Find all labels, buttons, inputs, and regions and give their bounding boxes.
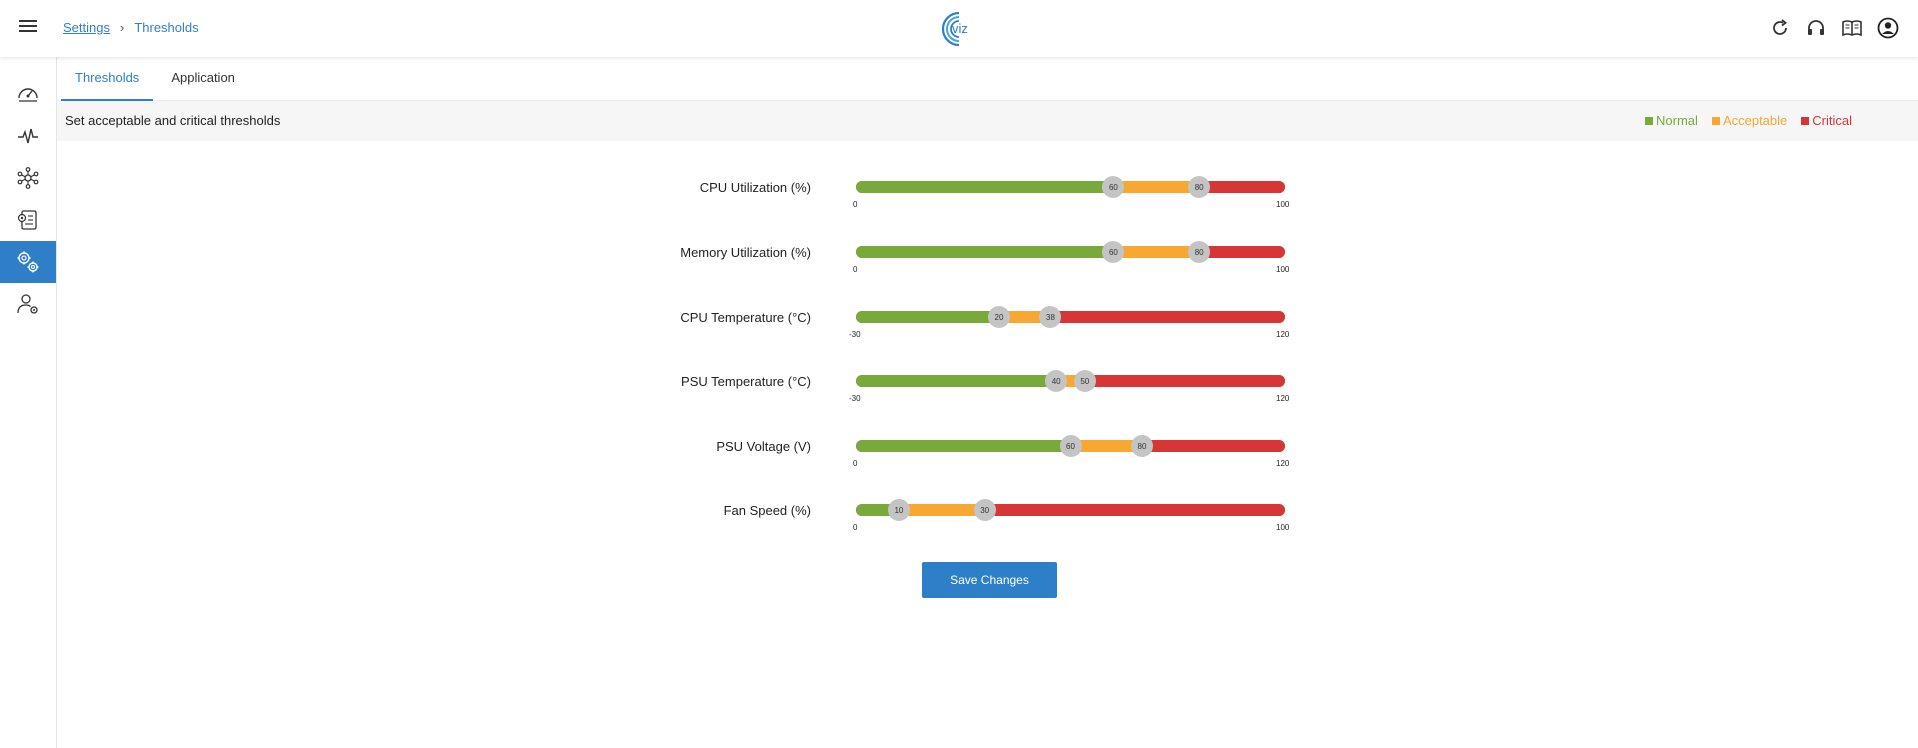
- acceptable-range: [999, 311, 1051, 323]
- range-min-label: 0: [853, 200, 858, 209]
- range-min-label: 0: [853, 459, 858, 468]
- acceptable-range: [1113, 181, 1200, 193]
- range-max-label: 120: [1276, 330, 1290, 339]
- threshold-row-psu-temperature: PSU Temperature (°C) 40 50 -30 120: [0, 370, 1918, 410]
- threshold-slider-track[interactable]: [856, 181, 1285, 193]
- threshold-label: CPU Utilization (%): [699, 180, 811, 195]
- acceptable-threshold-handle[interactable]: 40: [1045, 370, 1068, 392]
- acceptable-threshold-handle[interactable]: 10: [887, 499, 910, 521]
- network-icon: [17, 167, 39, 189]
- threshold-label: Memory Utilization (%): [680, 245, 811, 260]
- critical-range: [984, 504, 1285, 516]
- sidebar-item-reports[interactable]: [0, 199, 56, 241]
- legend-normal: Normal: [1645, 113, 1698, 128]
- acceptable-threshold-handle[interactable]: 20: [988, 306, 1010, 328]
- sidebar: [0, 57, 57, 748]
- acceptable-threshold-handle[interactable]: 60: [1102, 176, 1125, 198]
- critical-threshold-handle[interactable]: 30: [973, 499, 996, 521]
- logo-text: viz: [952, 21, 968, 36]
- report-icon: [17, 210, 37, 230]
- range-min-label: 0: [853, 265, 858, 274]
- threshold-row-fan-speed: Fan Speed (%) 10 30 0 100: [0, 499, 1918, 539]
- legend-critical: Critical: [1801, 113, 1852, 128]
- breadcrumb-settings-link[interactable]: Settings: [63, 20, 110, 35]
- sidebar-item-monitoring[interactable]: [0, 115, 56, 157]
- legend-normal-swatch: [1645, 116, 1654, 125]
- settings-gears-icon: [17, 251, 39, 273]
- breadcrumb-current: Thresholds: [134, 20, 199, 35]
- threshold-slider-track[interactable]: [856, 375, 1285, 387]
- sidebar-item-settings[interactable]: [0, 241, 56, 283]
- dashboard-icon: [18, 88, 38, 102]
- tab-bar: Thresholds Application: [57, 57, 1918, 101]
- threshold-row-psu-voltage: PSU Voltage (V) 60 80 0 120: [0, 435, 1918, 475]
- normal-range: [856, 181, 1114, 193]
- acceptable-threshold-handle[interactable]: 60: [1059, 435, 1082, 457]
- legend: Normal Acceptable Critical: [1645, 113, 1852, 128]
- save-changes-button[interactable]: Save Changes: [922, 562, 1057, 598]
- legend-acceptable: Acceptable: [1711, 113, 1788, 128]
- account-icon[interactable]: [1876, 16, 1900, 40]
- threshold-row-memory-utilization: Memory Utilization (%) 60 80 0 100: [0, 241, 1918, 281]
- normal-range: [856, 375, 1057, 387]
- top-header: Settings › Thresholds viz: [0, 0, 1918, 57]
- normal-range: [856, 440, 1071, 452]
- section-header: Set acceptable and critical thresholds N…: [57, 101, 1918, 141]
- threshold-row-cpu-utilization: CPU Utilization (%) 60 80 0 100: [0, 176, 1918, 216]
- legend-acceptable-label: Acceptable: [1722, 113, 1788, 128]
- critical-threshold-handle[interactable]: 38: [1039, 306, 1062, 328]
- threshold-slider-track[interactable]: [856, 246, 1285, 258]
- threshold-slider-track[interactable]: [856, 311, 1285, 323]
- sidebar-item-user-settings[interactable]: [0, 283, 56, 325]
- range-max-label: 100: [1276, 265, 1290, 274]
- section-title: Set acceptable and critical thresholds: [65, 113, 281, 128]
- acceptable-range: [1070, 440, 1142, 452]
- critical-threshold-handle[interactable]: 50: [1073, 370, 1096, 392]
- book-icon[interactable]: [1840, 16, 1864, 40]
- threshold-label: PSU Temperature (°C): [681, 374, 811, 389]
- sidebar-item-network[interactable]: [0, 157, 56, 199]
- range-min-label: -30: [849, 330, 861, 339]
- legend-critical-label: Critical: [1812, 113, 1852, 128]
- legend-critical-swatch: [1801, 116, 1810, 125]
- range-min-label: 0: [853, 523, 858, 532]
- critical-range: [1084, 375, 1285, 387]
- threshold-label: Fan Speed (%): [723, 503, 811, 518]
- legend-normal-label: Normal: [1656, 113, 1698, 128]
- threshold-row-cpu-temperature: CPU Temperature (°C) 20 38 -30 120: [0, 306, 1918, 346]
- tab-thresholds[interactable]: Thresholds: [61, 57, 154, 101]
- critical-range: [1199, 181, 1285, 193]
- normal-range: [856, 246, 1114, 258]
- tab-application[interactable]: Application: [171, 70, 235, 85]
- pulse-icon: [18, 128, 38, 144]
- breadcrumb-separator: ›: [119, 20, 125, 35]
- acceptable-range: [1113, 246, 1200, 258]
- breadcrumb: Settings › Thresholds: [63, 20, 199, 35]
- aviz-logo[interactable]: viz: [935, 9, 983, 49]
- range-max-label: 100: [1276, 523, 1290, 532]
- acceptable-threshold-handle[interactable]: 60: [1102, 241, 1125, 263]
- range-min-label: -30: [849, 394, 861, 403]
- headset-icon[interactable]: [1804, 16, 1828, 40]
- range-max-label: 100: [1276, 200, 1290, 209]
- critical-range: [1050, 311, 1285, 323]
- threshold-slider-track[interactable]: [856, 504, 1285, 516]
- threshold-label: PSU Voltage (V): [716, 439, 811, 454]
- sidebar-item-dashboard[interactable]: [0, 73, 56, 115]
- header-icons: [1768, 16, 1900, 40]
- user-settings-icon: [17, 294, 38, 314]
- range-max-label: 120: [1276, 394, 1290, 403]
- range-max-label: 120: [1276, 459, 1290, 468]
- critical-range: [1142, 440, 1285, 452]
- normal-range: [856, 311, 999, 323]
- critical-threshold-handle[interactable]: 80: [1188, 241, 1211, 263]
- menu-icon[interactable]: [17, 17, 39, 39]
- critical-threshold-handle[interactable]: 80: [1131, 435, 1153, 457]
- threshold-label: CPU Temperature (°C): [680, 310, 811, 325]
- refresh-icon[interactable]: [1768, 16, 1792, 40]
- legend-acceptable-swatch: [1711, 116, 1720, 125]
- critical-threshold-handle[interactable]: 80: [1188, 176, 1211, 198]
- critical-range: [1199, 246, 1285, 258]
- acceptable-range: [898, 504, 985, 516]
